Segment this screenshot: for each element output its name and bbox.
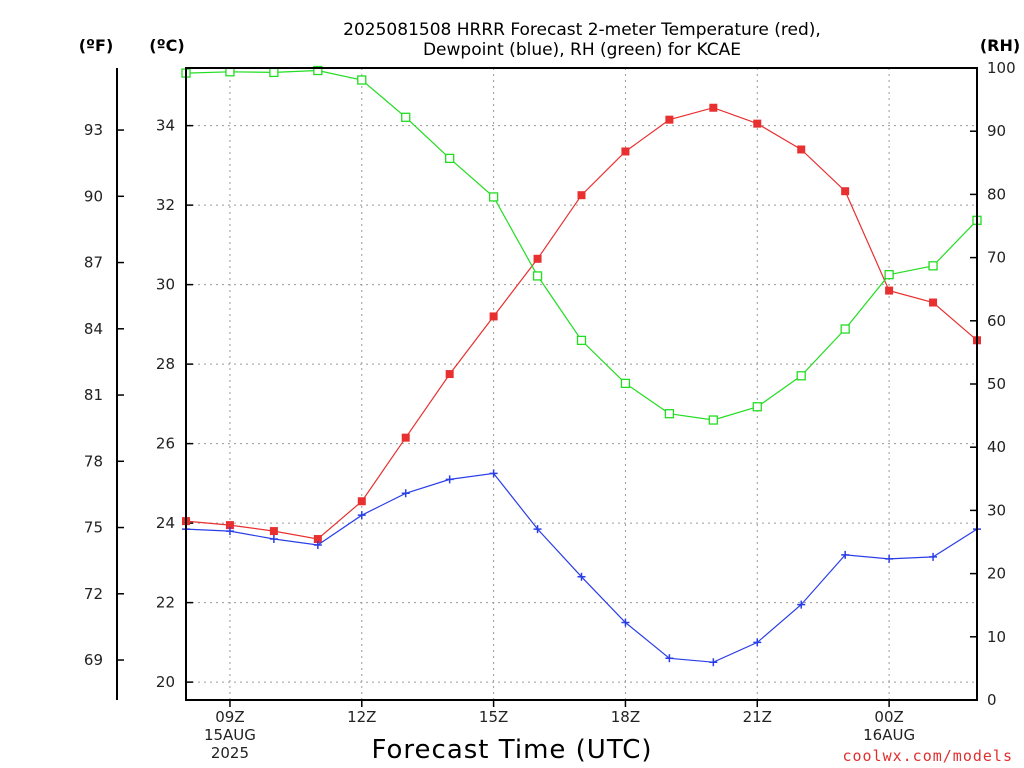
rh-point: [401, 112, 411, 122]
rh-point: [796, 371, 806, 381]
chart-title-line2: Dewpoint (blue), RH (green) for KCAE: [423, 40, 741, 60]
rh-point: [445, 153, 455, 164]
fahrenheit-tick-label: 93: [84, 121, 103, 139]
rh-tick-label: 80: [987, 185, 1006, 203]
x-tick-label: 09Z: [215, 708, 244, 726]
rh-point: [269, 67, 279, 78]
dewpoint-point: [797, 600, 806, 609]
dewpoint-point: [885, 554, 894, 563]
temperature-point: [269, 527, 278, 536]
rh-tick-label: 30: [987, 501, 1006, 519]
x-tick-label: 15AUG: [204, 726, 256, 744]
fahrenheit-tick-label: 69: [84, 651, 103, 669]
temperature-point: [929, 298, 938, 307]
rh-tick-label: 60: [987, 312, 1006, 330]
temperature-point: [401, 433, 410, 442]
rh-point: [884, 270, 894, 280]
rh-point: [928, 261, 938, 271]
temperature-point: [445, 370, 454, 379]
temperature-point: [489, 312, 498, 321]
data-series: [181, 65, 982, 667]
temperature-point: [797, 145, 806, 154]
rh-tick-label: 50: [987, 375, 1006, 393]
fahrenheit-tick-label: 81: [84, 386, 103, 404]
temperature-point: [841, 187, 850, 196]
x-tick-label: 15Z: [479, 708, 508, 726]
fahrenheit-unit-label: (ºF): [79, 36, 114, 55]
rh-tick-label: 100: [987, 59, 1016, 77]
fahrenheit-tick-label: 84: [84, 320, 103, 338]
rh-point: [752, 402, 762, 412]
celsius-tick-label: 28: [156, 355, 175, 373]
dewpoint-point: [577, 572, 586, 581]
celsius-unit-label: (ºC): [149, 36, 184, 55]
x-tick-label: 00Z: [874, 708, 903, 726]
plot-frame: [185, 67, 978, 701]
rh-point: [532, 271, 543, 281]
rh-tick-label: 40: [987, 438, 1006, 456]
rh-tick-label: 70: [987, 249, 1006, 267]
temperature-point: [709, 103, 718, 112]
dewpoint-point: [753, 638, 762, 647]
x-axis-title: Forecast Time (UTC): [371, 735, 652, 765]
chart-title-line1: 2025081508 HRRR Forecast 2-meter Tempera…: [343, 20, 821, 40]
celsius-tick-label: 26: [156, 435, 175, 453]
rh-point: [357, 75, 367, 85]
celsius-tick-label: 32: [156, 196, 175, 214]
x-tick-label: 2025: [211, 744, 249, 762]
dewpoint-point: [445, 475, 454, 484]
temperature-point: [753, 119, 762, 128]
rh-tick-label: 0: [987, 691, 997, 709]
temperature-point: [885, 286, 894, 295]
celsius-tick-label: 22: [156, 594, 175, 612]
dewpoint-point: [357, 511, 366, 520]
rh-unit-label: (RH): [980, 36, 1020, 55]
x-tick-label: 16AUG: [863, 726, 915, 744]
fahrenheit-tick-label: 78: [84, 452, 103, 470]
rh-tick-label: 90: [987, 122, 1006, 140]
rh-tick-label: 10: [987, 628, 1006, 646]
dewpoint-point: [621, 618, 630, 627]
fahrenheit-tick-label: 87: [84, 254, 103, 272]
fahrenheit-tick-label: 75: [84, 519, 103, 537]
celsius-tick-label: 30: [156, 276, 175, 294]
dewpoint-point: [489, 469, 498, 478]
fahrenheit-tick-label: 72: [84, 585, 103, 603]
rh-tick-label: 20: [987, 565, 1006, 583]
rh-point: [708, 415, 718, 425]
x-tick-label: 12Z: [347, 708, 376, 726]
x-tick-label: 18Z: [611, 708, 640, 726]
dewpoint-point: [841, 550, 850, 559]
dewpoint-point: [269, 535, 278, 544]
celsius-tick-label: 20: [156, 673, 175, 691]
temperature-point: [665, 115, 674, 124]
rh-point: [620, 378, 631, 389]
dewpoint-point: [929, 552, 938, 561]
temperature-point: [225, 521, 234, 530]
dewpoint-point: [225, 527, 234, 536]
dewpoint-point: [401, 489, 410, 498]
dewpoint-point: [709, 658, 718, 667]
celsius-tick-label: 34: [156, 117, 175, 135]
fahrenheit-tick-label: 90: [84, 187, 103, 205]
rh-point: [576, 335, 587, 346]
rh-point: [313, 65, 323, 76]
dewpoint-point: [313, 540, 322, 549]
temperature-point: [533, 254, 542, 263]
credit-text: coolwx.com/models: [842, 747, 1013, 765]
celsius-tick-label: 24: [156, 514, 175, 532]
temperature-point: [577, 191, 586, 200]
x-tick-label: 21Z: [743, 708, 772, 726]
temperature-point: [621, 147, 630, 156]
rh-point: [488, 192, 499, 202]
temperature-point: [313, 535, 322, 544]
dewpoint-point: [665, 654, 674, 663]
rh-point: [664, 409, 675, 419]
dewpoint-point: [533, 525, 542, 534]
temperature-point: [357, 497, 366, 506]
rh-point: [840, 324, 850, 334]
